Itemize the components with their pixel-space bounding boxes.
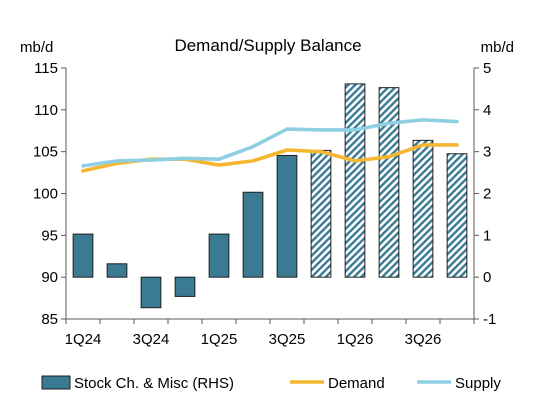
right-axis-unit-label: mb/d — [481, 39, 514, 56]
bar-2q24 — [106, 263, 128, 278]
bar-1q25 — [208, 233, 230, 278]
bar-3q25 — [276, 154, 298, 278]
right-tick-label: 4 — [483, 102, 491, 119]
bars-layer — [72, 83, 468, 309]
bar-2q26 — [378, 87, 400, 278]
chart-title: Demand/Supply Balance — [174, 36, 361, 55]
bar-1q24 — [72, 233, 94, 278]
bar-3q24 — [140, 276, 162, 309]
bar-3q26 — [412, 139, 434, 278]
legend-label-supply: Supply — [455, 375, 501, 392]
left-tick-label: 85 — [41, 311, 58, 328]
right-tick-label: 5 — [483, 60, 491, 77]
bar-1q26 — [344, 83, 366, 278]
lines-layer — [81, 118, 459, 173]
bar-4q26 — [446, 153, 468, 278]
line-demand — [81, 143, 459, 173]
x-tick-label: 3Q25 — [269, 331, 306, 348]
x-tick-label: 3Q26 — [405, 331, 442, 348]
left-tick-label: 95 — [41, 227, 58, 244]
left-tick-label: 100 — [33, 186, 58, 203]
right-tick-label: 0 — [483, 269, 491, 286]
legend-label-demand: Demand — [328, 375, 385, 392]
bar-4q25 — [310, 149, 332, 278]
left-tick-label: 110 — [34, 102, 58, 119]
x-tick-label: 3Q24 — [133, 331, 170, 348]
legend-swatch-stock-change — [41, 375, 71, 390]
right-tick-label: -1 — [483, 311, 496, 328]
x-tick-label: 1Q26 — [337, 331, 374, 348]
right-tick-label: 3 — [483, 144, 491, 161]
bar-2q25 — [242, 191, 264, 278]
left-tick-label: 90 — [41, 269, 58, 286]
bar-4q24 — [174, 276, 196, 297]
x-tick-label: 1Q25 — [201, 331, 238, 348]
ticks-layer: 85 90 95 100 105 110 115 -1 0 1 2 3 4 5 1Q24 3Q24 1Q25 3Q… — [33, 60, 496, 348]
left-tick-label: 105 — [33, 144, 58, 161]
right-tick-label: 1 — [483, 227, 491, 244]
right-tick-label: 2 — [483, 186, 491, 203]
left-tick-label: 115 — [34, 60, 58, 77]
legend: Stock Ch. & Misc (RHS) Demand Supply — [41, 375, 501, 392]
x-tick-label: 1Q24 — [65, 331, 102, 348]
line-supply — [81, 118, 459, 168]
legend-label-stock-change: Stock Ch. & Misc (RHS) — [74, 375, 234, 392]
left-axis-unit-label: mb/d — [20, 39, 53, 56]
